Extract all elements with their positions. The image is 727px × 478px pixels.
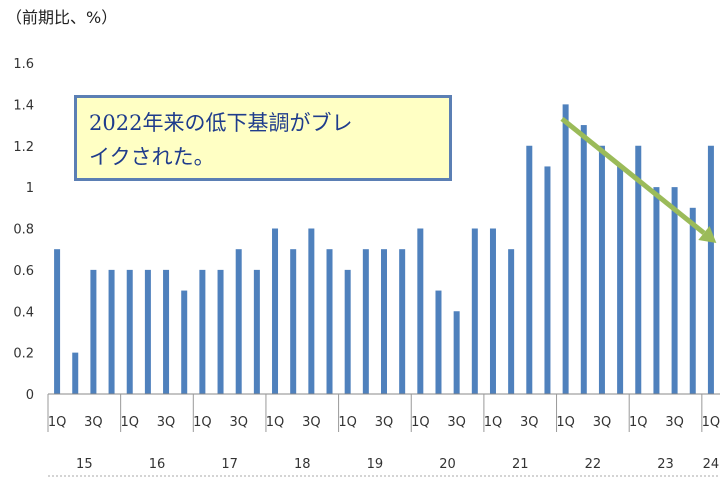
y-tick-label: 1 xyxy=(26,181,34,196)
bar xyxy=(562,104,569,394)
year-label: 20 xyxy=(439,457,456,472)
quarter-label: 3Q xyxy=(84,415,103,430)
annotation-line-2: イクされた。 xyxy=(89,145,215,169)
year-label: 18 xyxy=(294,457,311,472)
y-tick-label: 0.2 xyxy=(13,347,34,362)
bar xyxy=(290,249,297,394)
quarter-label: 1Q xyxy=(411,415,430,430)
x-axis: 15 16 17 18 19 20 21 22 23 24 1Q 3Q 1Q 3Q 1Q 3Q 1Q 3Q 1Q 3Q… xyxy=(47,393,721,477)
bar xyxy=(235,249,242,394)
quarter-label: 3Q xyxy=(375,415,394,430)
quarter-label: 1Q xyxy=(266,415,285,430)
bar xyxy=(508,249,515,394)
bar xyxy=(635,145,642,394)
annotation-callout: 2022年来の低下基調がブレ イクされた。 xyxy=(74,95,452,181)
bar xyxy=(489,228,496,394)
quarter-label: 1Q xyxy=(629,415,648,430)
bar xyxy=(580,125,587,394)
year-label: 22 xyxy=(585,457,602,472)
bar xyxy=(689,207,696,394)
bar xyxy=(199,269,206,394)
y-tick-label: 0.8 xyxy=(13,223,34,238)
bar xyxy=(144,269,151,394)
quarter-label: 3Q xyxy=(520,415,539,430)
trend-arrow-head xyxy=(698,225,717,243)
quarter-label: 1Q xyxy=(484,415,503,430)
year-label: 21 xyxy=(512,457,529,472)
unit-label: （前期比、%） xyxy=(6,8,118,27)
bar xyxy=(399,249,406,394)
bar xyxy=(453,311,460,394)
quarter-label: 1Q xyxy=(556,415,575,430)
quarter-label: 3Q xyxy=(302,415,321,430)
bar xyxy=(308,228,315,394)
bar xyxy=(653,187,660,394)
bar xyxy=(417,228,424,394)
bar xyxy=(362,249,369,394)
bar xyxy=(471,228,478,394)
year-label: 17 xyxy=(221,457,238,472)
y-axis: 0 0.2 0.4 0.6 0.8 1 1.2 1.4 1.6 xyxy=(13,57,34,403)
bar xyxy=(671,187,678,394)
y-tick-label: 0.6 xyxy=(13,264,34,279)
bar-series xyxy=(54,104,714,394)
y-tick-label: 0.4 xyxy=(13,305,34,320)
quarter-label: 3Q xyxy=(447,415,466,430)
bar xyxy=(72,352,79,394)
bar xyxy=(381,249,387,394)
y-tick-label: 0 xyxy=(26,388,34,403)
trend-arrow xyxy=(560,116,717,243)
bar xyxy=(707,145,714,394)
annotation-line-1: 2022年来の低下基調がブレ xyxy=(89,111,353,135)
bar xyxy=(217,269,224,394)
quarter-label: 3Q xyxy=(665,415,684,430)
quarter-label: 1Q xyxy=(193,415,212,430)
bar xyxy=(163,269,170,394)
quarter-label: 1Q xyxy=(48,415,67,430)
bar xyxy=(435,290,442,394)
quarter-label: 1Q xyxy=(702,415,721,430)
bar xyxy=(90,269,97,394)
bar xyxy=(598,145,605,394)
quarter-label: 3Q xyxy=(157,415,176,430)
bar xyxy=(344,269,351,394)
quarter-label: 1Q xyxy=(120,415,139,430)
bar xyxy=(272,228,279,394)
year-label: 16 xyxy=(149,457,166,472)
bar xyxy=(108,269,115,394)
year-label: 15 xyxy=(76,457,93,472)
bar xyxy=(54,249,61,394)
quarter-label: 1Q xyxy=(338,415,357,430)
quarter-label: 3Q xyxy=(593,415,612,430)
bar xyxy=(544,166,551,394)
y-tick-label: 1.2 xyxy=(13,140,34,155)
bar xyxy=(253,269,260,394)
bar xyxy=(126,269,133,394)
bar xyxy=(526,145,533,394)
bar xyxy=(181,290,188,394)
y-tick-label: 1.4 xyxy=(13,98,34,113)
bar xyxy=(617,166,624,394)
year-label: 19 xyxy=(367,457,384,472)
bar xyxy=(326,249,333,394)
trend-arrow-shaft xyxy=(560,116,706,235)
y-tick-label: 1.6 xyxy=(13,57,34,72)
year-label: 23 xyxy=(657,457,674,472)
year-label: 24 xyxy=(703,457,720,472)
quarter-label: 3Q xyxy=(229,415,248,430)
